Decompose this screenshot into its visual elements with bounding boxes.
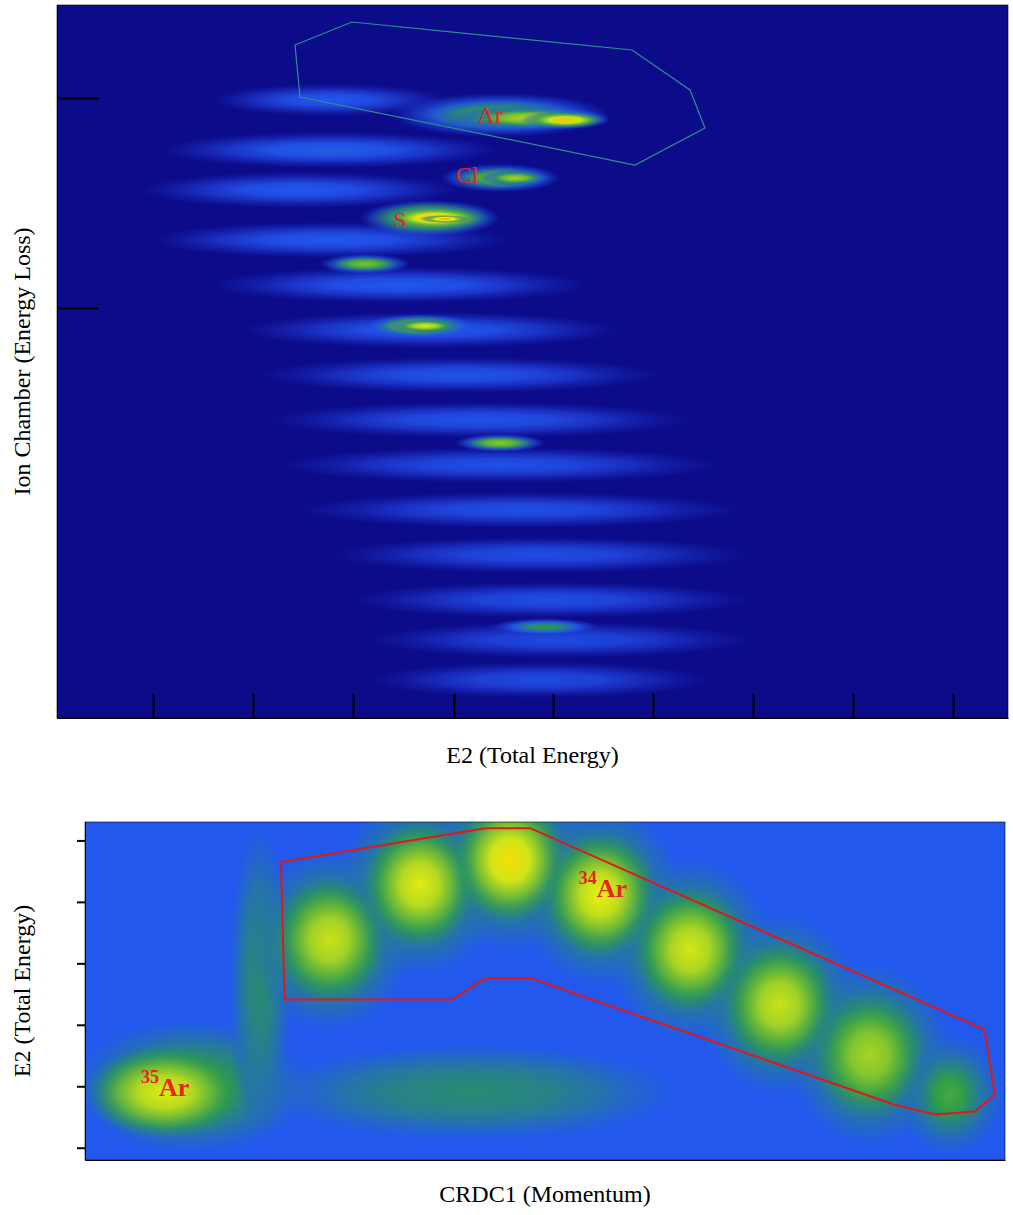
tick-mark [77,1086,85,1088]
plot-area [85,822,1005,1160]
tick-mark [553,694,555,718]
cluster [390,319,460,333]
cluster [420,215,470,223]
tick-mark [77,1024,85,1026]
gate [281,828,995,1114]
gate [295,22,705,165]
tick [153,694,154,718]
tick-mark [653,694,655,718]
tick [253,694,254,718]
axis [86,1160,1006,1161]
y-axis-title: E2 (Total Energy) [9,905,35,1078]
tick-mark [77,963,85,965]
plot-frame [85,822,1005,1160]
cluster [450,106,610,130]
tick [653,694,654,718]
tick-mark [77,840,85,842]
axis-line [58,718,1009,719]
axis [57,6,99,719]
tick [77,963,85,964]
cluster [350,582,750,618]
tick [57,98,99,99]
figure: E2 (Total Energy) Ion Chamber (Energy Los… [0,0,1013,1215]
cluster [210,267,590,303]
tick [353,694,354,718]
tick-mark [153,694,155,718]
cluster [390,93,610,137]
tick [553,694,554,718]
tick [77,902,85,903]
plot-area [57,5,1008,718]
tick-mark [253,694,255,718]
cluster [370,662,710,698]
annotation: Cl [456,162,479,188]
cluster [490,618,600,636]
cluster [300,492,740,528]
cluster [815,993,925,1116]
tick-mark [77,901,85,903]
cluster [87,1046,243,1138]
annotation: Ar [477,102,502,128]
annotation: S [393,207,406,233]
cluster [270,402,690,438]
tick [77,1148,85,1149]
tick-mark [454,694,456,718]
cluster [913,1052,987,1138]
tick [853,694,854,718]
cluster [160,132,500,168]
cluster [330,537,750,573]
annotation-superscript: 34 [579,868,597,888]
axis [77,823,86,1161]
cluster [360,200,500,236]
y-axis-title: Ion Chamber (Energy Loss) [9,227,35,495]
annotation-symbol: Ar [597,874,627,903]
panel: E2 (Total Energy) Ion Chamber (Energy Los… [9,5,1009,768]
tick-mark [753,694,755,718]
cluster [455,434,545,452]
x-axis-title: E2 (Total Energy) [446,742,619,768]
annotation: 35Ar [141,1067,189,1103]
x-axis-title: CRDC1 (Momentum) [439,1181,650,1207]
annotation: 34Ar [579,868,627,904]
tick [77,840,85,841]
tick-mark [353,694,355,718]
axis-line [57,6,58,719]
cluster [520,111,610,129]
tick [454,694,455,718]
annotation-superscript: 35 [141,1067,159,1087]
axis [58,694,1009,719]
axis-line [86,1160,1006,1161]
tick-mark [57,98,99,100]
plot-background [57,5,1008,718]
tick [753,694,754,718]
tick [77,1025,85,1026]
cluster [480,170,550,186]
cluster [240,312,620,348]
cluster [365,314,475,338]
tick [77,1086,85,1087]
tick-mark [953,694,955,718]
cluster [280,447,720,483]
tick [57,308,99,309]
plot-frame [57,5,1008,718]
tick-mark [853,694,855,718]
tick [953,694,954,718]
cluster [320,254,410,274]
axis-line [85,823,86,1161]
tick-mark [77,1147,85,1149]
cluster [260,1043,683,1141]
cluster [260,357,660,393]
tick-mark [57,308,99,310]
annotation-symbol: Ar [159,1073,189,1102]
panel: CRDC1 (Momentum)E2 (Total Energy)34Ar35A… [9,768,1006,1207]
